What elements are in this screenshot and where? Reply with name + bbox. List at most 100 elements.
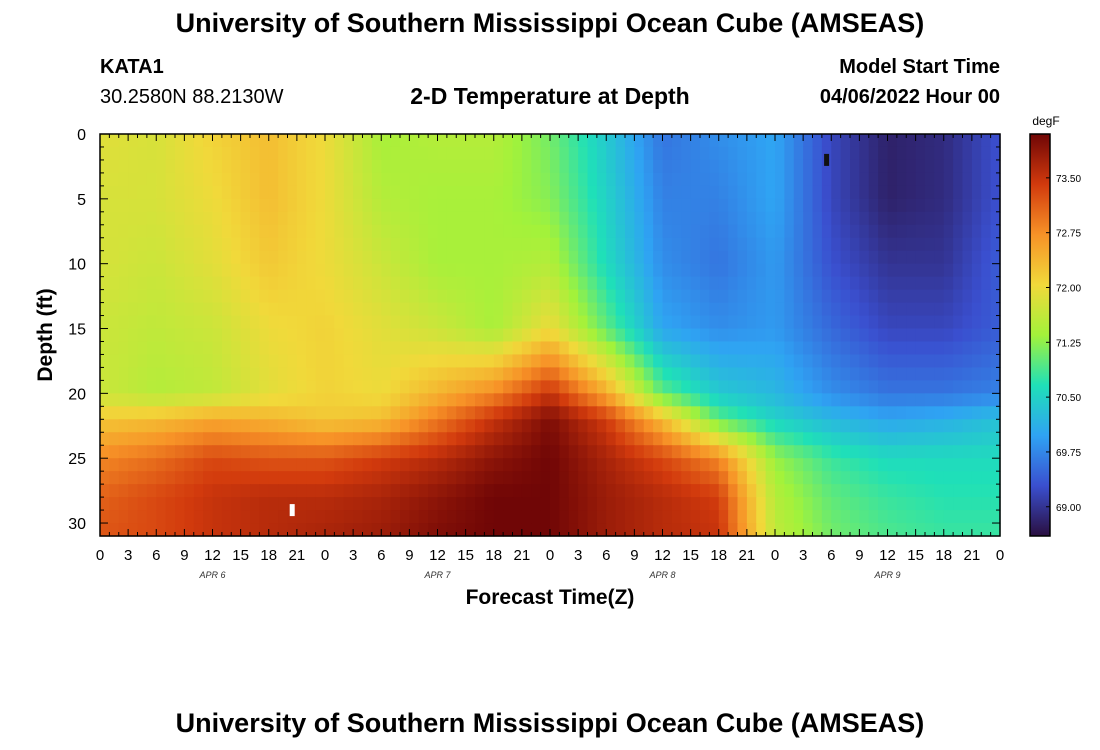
heatmap-cell [690, 211, 701, 226]
heatmap-cell [137, 341, 148, 356]
heatmap-cell [615, 380, 626, 394]
heatmap-cell [859, 471, 870, 485]
heatmap-cell [981, 510, 992, 524]
heatmap-cell [446, 276, 457, 291]
heatmap-cell [896, 211, 907, 226]
heatmap-cell [793, 250, 804, 265]
heatmap-cell [690, 458, 701, 472]
heatmap-cell [934, 250, 945, 265]
heatmap-cell [512, 458, 523, 472]
heatmap-cell [100, 341, 110, 356]
heatmap-cell [775, 419, 785, 433]
heatmap-cell [296, 315, 307, 330]
heatmap-cell [475, 263, 485, 278]
heatmap-cell [859, 315, 870, 330]
heatmap-cell [437, 510, 448, 524]
heatmap-cell [653, 250, 664, 265]
heatmap-cell [484, 419, 495, 433]
heatmap-cell [728, 380, 739, 394]
heatmap-cell [990, 341, 1001, 356]
heatmap-cell [240, 134, 251, 148]
heatmap-cell [690, 198, 701, 213]
heatmap-cell [268, 367, 279, 381]
heatmap-cell [990, 263, 1001, 278]
heatmap-cell [812, 432, 823, 446]
heatmap-cell [840, 328, 851, 343]
heatmap-cell [203, 185, 214, 200]
heatmap-cell [353, 497, 364, 511]
heatmap-cell [540, 458, 551, 472]
heatmap-cell [550, 471, 560, 485]
heatmap-cell [625, 198, 635, 213]
heatmap-cell [596, 146, 607, 161]
heatmap-cell [690, 185, 701, 200]
heatmap-cell [203, 250, 214, 265]
heatmap-cell [887, 445, 898, 459]
heatmap-cell [418, 497, 429, 511]
heatmap-cell [343, 146, 354, 161]
heatmap-cell [859, 146, 870, 161]
heatmap-cell [325, 471, 335, 485]
heatmap-cell [850, 484, 860, 498]
heatmap-cell [512, 497, 523, 511]
heatmap-cell [934, 263, 945, 278]
heatmap-cell [943, 380, 954, 394]
heatmap-cell [128, 471, 139, 485]
heatmap-cell [756, 367, 767, 381]
heatmap-cell [550, 315, 560, 330]
heatmap-cell [550, 146, 560, 161]
heatmap-cell [746, 289, 757, 304]
heatmap-cell [109, 276, 120, 291]
heatmap-cell [287, 172, 298, 187]
station-coordinates: 30.2580N 88.2130W [100, 86, 284, 108]
heatmap-cell [953, 146, 964, 161]
heatmap-cell [653, 497, 664, 511]
heatmap-cell [831, 198, 842, 213]
heatmap-cell [221, 185, 232, 200]
heatmap-cell [953, 406, 964, 420]
heatmap-cell [587, 419, 598, 433]
heatmap-cell [503, 484, 514, 498]
heatmap-cell [850, 523, 860, 537]
heatmap-cell [109, 445, 120, 459]
heatmap-cell [662, 302, 673, 317]
heatmap-cell [184, 354, 195, 369]
heatmap-cell [831, 134, 842, 148]
heatmap-cell [212, 484, 223, 498]
heatmap-cell [512, 315, 523, 330]
heatmap-cell [756, 458, 767, 472]
heatmap-cell [625, 250, 635, 265]
heatmap-cell [193, 445, 204, 459]
heatmap-cell [212, 458, 223, 472]
heatmap-cell [203, 484, 214, 498]
heatmap-cell [568, 484, 579, 498]
heatmap-cell [634, 484, 645, 498]
heatmap-cell [615, 432, 626, 446]
heatmap-cell [690, 380, 701, 394]
heatmap-cell [240, 367, 251, 381]
heatmap-cell [634, 367, 645, 381]
heatmap-cell [775, 432, 785, 446]
heatmap-cell [559, 263, 570, 278]
heatmap-cell [278, 471, 289, 485]
heatmap-cell [756, 237, 767, 252]
heatmap-cell [306, 354, 317, 369]
heatmap-cell [418, 315, 429, 330]
heatmap-cell [203, 315, 214, 330]
heatmap-cell [878, 328, 889, 343]
heatmap-cell [568, 354, 579, 369]
heatmap-cell [268, 354, 279, 369]
heatmap-cell [521, 146, 532, 161]
heatmap-cell [484, 146, 495, 161]
heatmap-cell [456, 419, 467, 433]
heatmap-cell [531, 406, 542, 420]
day-label: APR 6 [198, 570, 225, 580]
heatmap-cell [390, 471, 401, 485]
heatmap-cell [812, 393, 823, 407]
heatmap-cell [821, 211, 832, 226]
heatmap-cell [381, 328, 392, 343]
heatmap-cell [859, 250, 870, 265]
heatmap-cell [662, 185, 673, 200]
heatmap-cell [512, 276, 523, 291]
heatmap-cell [812, 211, 823, 226]
